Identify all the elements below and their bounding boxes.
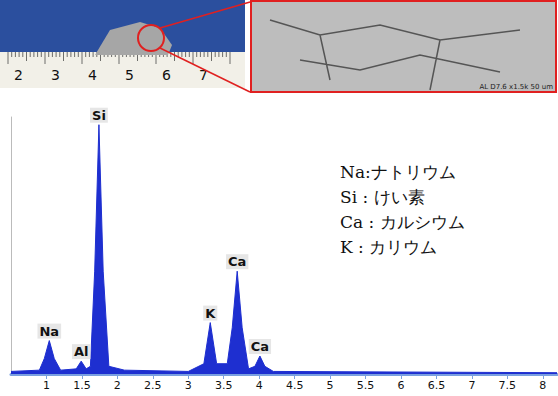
svg-text:7: 7: [468, 379, 475, 392]
svg-text:6: 6: [398, 379, 405, 392]
svg-text:2.5: 2.5: [144, 379, 162, 392]
svg-text:4.5: 4.5: [286, 379, 304, 392]
svg-text:4: 4: [256, 379, 263, 392]
svg-text:3: 3: [51, 67, 60, 83]
svg-text:Ca: Ca: [251, 339, 269, 354]
svg-text:7: 7: [199, 67, 208, 83]
svg-text:3: 3: [185, 379, 192, 392]
svg-text:1.5: 1.5: [73, 379, 91, 392]
html-text:K : カリウム: K : カリウム: [340, 237, 438, 257]
svg-text:2: 2: [114, 379, 121, 392]
svg-text:5.5: 5.5: [357, 379, 375, 392]
svg-text:6: 6: [162, 67, 171, 83]
svg-text:Si: Si: [92, 108, 106, 123]
svg-text:5: 5: [327, 379, 334, 392]
svg-text:4: 4: [88, 67, 97, 83]
svg-text:8: 8: [539, 379, 546, 392]
svg-text:Ca: Ca: [228, 254, 246, 269]
svg-text:1: 1: [43, 379, 50, 392]
svg-text:Al: Al: [74, 344, 89, 359]
svg-text:K: K: [205, 306, 216, 321]
svg-text:AL D7.6 x1.5k 50 um: AL D7.6 x1.5k 50 um: [479, 83, 553, 91]
svg-text:5: 5: [125, 67, 134, 83]
svg-text:6.5: 6.5: [428, 379, 446, 392]
html-text:Ca : カルシウム: Ca : カルシウム: [340, 212, 465, 232]
html-text:Si : けい素: Si : けい素: [340, 187, 425, 207]
svg-text:Na: Na: [39, 324, 59, 339]
svg-text:3.5: 3.5: [215, 379, 233, 392]
html-text:Na:ナトリウム: Na:ナトリウム: [340, 162, 456, 182]
svg-text:2: 2: [14, 67, 23, 83]
svg-text:7.5: 7.5: [499, 379, 517, 392]
